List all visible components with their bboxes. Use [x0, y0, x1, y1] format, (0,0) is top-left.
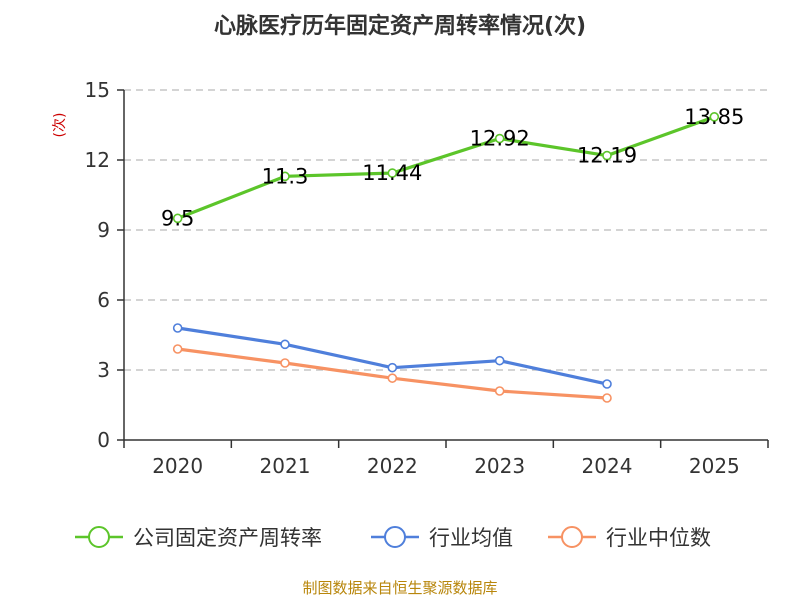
legend-item-2[interactable]: 行业中位数 — [548, 526, 711, 550]
axes: 0 3 6 9 12 15 2020 2021 2022 2023 2024 2025 — [85, 78, 769, 478]
y-tick-label: 9 — [97, 218, 110, 242]
data-point[interactable] — [602, 379, 612, 389]
data-point[interactable] — [494, 386, 505, 396]
data-label: 11.44 — [362, 161, 422, 185]
legend-label: 行业中位数 — [606, 526, 711, 550]
x-tick-label-2021: 2021 — [260, 454, 311, 478]
y-tick-label: 12 — [85, 148, 110, 172]
y-tick-label: 15 — [85, 78, 110, 102]
data-point[interactable] — [602, 393, 612, 403]
series-2 — [172, 344, 612, 403]
series-line-0 — [177, 115, 715, 220]
data-label: 9.5 — [161, 206, 194, 230]
data-point[interactable] — [387, 168, 398, 178]
data-point[interactable] — [280, 358, 290, 368]
data-label: 13.85 — [684, 105, 744, 129]
data-label: 12.19 — [577, 144, 637, 168]
data-point[interactable] — [602, 150, 612, 161]
y-tick-label: 3 — [97, 358, 110, 382]
legend[interactable]: 公司固定资产周转率 行业均值 行业中位数 — [75, 526, 711, 550]
legend-item-1[interactable]: 行业均值 — [371, 526, 513, 550]
legend-swatch-marker — [384, 526, 406, 548]
data-label: 12.92 — [470, 127, 530, 151]
legend-label: 公司固定资产周转率 — [133, 526, 322, 550]
data-point[interactable] — [280, 339, 290, 350]
legend-swatch-marker — [88, 526, 110, 548]
chart-title: 心脉医疗历年固定资产周转率情况(次) — [214, 13, 586, 39]
data-label: 11.3 — [262, 164, 309, 188]
series-group: 9.5 11.3 11.44 12.92 12.19 13.85 — [161, 105, 744, 403]
legend-swatch-marker — [561, 526, 583, 548]
data-point[interactable] — [709, 112, 720, 122]
x-tick-label-2020: 2020 — [152, 454, 203, 478]
data-point[interactable] — [280, 171, 290, 182]
y-tick-label: 6 — [97, 288, 110, 312]
legend-item-0[interactable]: 公司固定资产周转率 — [75, 526, 322, 550]
series-1 — [172, 323, 612, 389]
data-point[interactable] — [172, 323, 183, 333]
x-tick-label-2025: 2025 — [689, 454, 740, 478]
y-axis-unit: (次) — [52, 113, 68, 138]
data-point[interactable] — [172, 213, 183, 224]
data-point[interactable] — [387, 373, 398, 383]
data-point[interactable] — [172, 344, 183, 354]
data-point[interactable] — [494, 133, 505, 144]
legend-label: 行业均值 — [429, 526, 513, 550]
x-tick-label-2023: 2023 — [474, 454, 525, 478]
x-tick-label-2022: 2022 — [367, 454, 418, 478]
y-tick-label: 0 — [97, 428, 110, 452]
x-tick-label-2024: 2024 — [582, 454, 633, 478]
data-point[interactable] — [494, 355, 505, 366]
data-point[interactable] — [387, 362, 398, 373]
series-0: 9.5 11.3 11.44 12.92 12.19 13.85 — [161, 105, 744, 230]
source-note: 制图数据来自恒生聚源数据库 — [302, 579, 497, 597]
